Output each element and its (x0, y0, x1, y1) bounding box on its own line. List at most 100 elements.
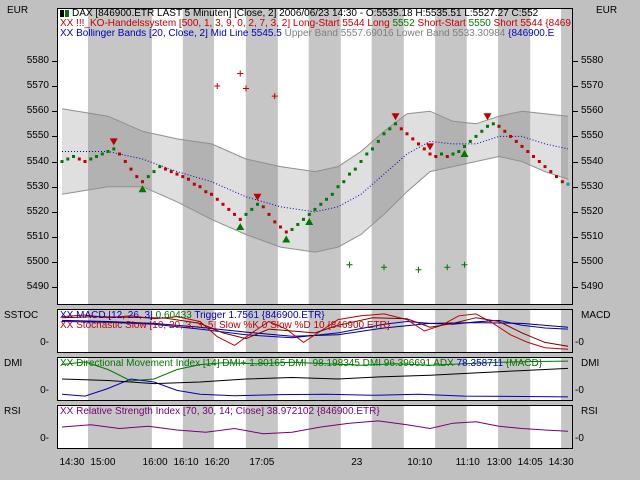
price-tick-label-left: 5580 (26, 55, 49, 66)
rsi-zero-tick-left: 0- (40, 433, 49, 444)
main-chart-canvas[interactable] (57, 8, 573, 305)
price-tick-label-right: 5580 (581, 55, 604, 66)
price-tick-label-left: 5520 (26, 206, 49, 217)
price-series-icon (60, 10, 69, 20)
time-axis-label: 16:00 (142, 457, 168, 468)
rsi-panel-label-left: RSI (4, 406, 21, 417)
rsi-panel-label-right: RSI (581, 406, 598, 417)
price-tick-label-left: 5490 (26, 281, 49, 292)
price-tick-mark-left (52, 287, 57, 288)
price-tick-mark-right (573, 162, 578, 163)
price-tick-label-left: 5500 (26, 256, 49, 267)
price-tick-label-left: 5530 (26, 181, 49, 192)
header-text-segment: {846900.E (545, 19, 571, 29)
price-tick-label-right: 5550 (581, 130, 604, 141)
time-axis-label: 17:05 (249, 457, 275, 468)
price-tick-mark-right (573, 212, 578, 213)
price-tick-mark-right (573, 237, 578, 238)
time-axis-label: 13:00 (486, 457, 512, 468)
rsi-zero-tick-right: -0 (575, 433, 584, 444)
time-axis-label: 16:20 (204, 457, 230, 468)
price-tick-label-left: 5570 (26, 80, 49, 91)
price-header-line: DAX [846900.ETR LAST 5 Minuten] [Close, … (60, 9, 538, 20)
price-tick-mark-left (52, 237, 57, 238)
price-tick-mark-left (52, 61, 57, 62)
header-text-segment: 78.358711 (456, 359, 504, 369)
price-tick-mark-right (573, 111, 578, 112)
price-tick-label-left: 5510 (26, 231, 49, 242)
dmi-header-line: XX Directional Movement Index [14] DMI+ … (60, 359, 542, 369)
header-text-segment: XX Directional Movement Index [14] DMI+ … (60, 359, 457, 369)
header-text-segment: XX !!!_KO-Handelssystem [500, 1, 3, 9, 0… (60, 19, 343, 29)
time-axis-label: 11:10 (455, 457, 480, 468)
price-tick-label-right: 5520 (581, 206, 604, 217)
price-tick-label-right: 5530 (581, 181, 604, 192)
dmi-panel-label-left: DMI (4, 358, 23, 369)
price-tick-mark-right (573, 187, 578, 188)
time-axis-label: 16:10 (173, 457, 199, 468)
dmi-zero-tick-right: -0 (575, 385, 584, 396)
price-tick-label-left: 5540 (26, 156, 49, 167)
sstoc-panel-label: SSTOC (4, 310, 39, 321)
price-tick-label-right: 5560 (581, 105, 604, 116)
dmi-panel-label-right: DMI (581, 358, 600, 369)
price-tick-label-left: 5550 (26, 130, 49, 141)
header-text-segment: XX Bollinger Bands [20, Close, 2] Mid Li… (60, 29, 285, 39)
sstoc-zero-tick-right: -0 (575, 337, 584, 348)
price-tick-mark-left (52, 162, 57, 163)
time-axis-label: 14:05 (517, 457, 543, 468)
header-text-segment: Short (490, 19, 521, 29)
price-tick-mark-right (573, 86, 578, 87)
macd-header-line: XX MACD [12, 26, 3] 0.60433 Trigger 1.75… (60, 311, 325, 321)
header-text-segment: 5552 (392, 19, 415, 29)
time-axis-label: 14:30 (548, 457, 574, 468)
header-text-segment: 5550 (468, 19, 491, 29)
header-text-segment: 0.60433 (155, 311, 192, 321)
bollinger-header-line: XX Bollinger Bands [20, Close, 2] Mid Li… (60, 29, 554, 39)
price-tick-mark-right (573, 61, 578, 62)
price-tick-mark-left (52, 86, 57, 87)
time-axis-label: 10:10 (407, 457, 433, 468)
header-text-segment: {846900.E (508, 29, 555, 39)
left-axis-unit-label: EUR (7, 5, 29, 16)
price-tick-label-right: 5540 (581, 156, 604, 167)
price-tick-mark-left (52, 136, 57, 137)
dmi-zero-tick-left: 0- (40, 385, 49, 396)
sstoc-chart-canvas[interactable] (57, 309, 573, 353)
price-tick-label-right: 5570 (581, 80, 604, 91)
price-tick-label-right: 5500 (581, 256, 604, 267)
header-text-segment: DAX [846900.ETR LAST 5 Minuten] [Close, … (72, 9, 539, 19)
price-tick-label-left: 5560 (26, 105, 49, 116)
price-tick-mark-left (52, 262, 57, 263)
header-text-segment: Long (364, 19, 393, 29)
sstoc-zero-tick-left: 0- (40, 337, 49, 348)
header-text-segment: Short-Start (414, 19, 469, 29)
stochastic-header-line: XX Stochastic Slow [10, 20, 3, 3, 5] Slo… (60, 321, 390, 331)
right-axis-unit-label: EUR (596, 5, 618, 16)
price-tick-mark-left (52, 212, 57, 213)
header-text-segment: Upper Band 5557.69016 Lower Band 5533.30… (284, 29, 509, 39)
system-header-line: XX !!!_KO-Handelssystem [500, 1, 3, 9, 0… (60, 19, 571, 29)
price-tick-mark-left (52, 111, 57, 112)
macd-panel-label: MACD (581, 310, 611, 321)
price-tick-mark-right (573, 287, 578, 288)
header-text-segment: 5544 (520, 19, 543, 29)
rsi-chart-canvas[interactable] (57, 405, 573, 449)
dmi-chart-canvas[interactable] (57, 357, 573, 401)
price-tick-label-right: 5490 (581, 281, 604, 292)
time-axis-label: 15:00 (90, 457, 116, 468)
time-axis-label: 14:30 (59, 457, 85, 468)
header-text-segment: {MACD} (503, 359, 543, 369)
price-tick-mark-left (52, 187, 57, 188)
time-axis-label: 23 (351, 457, 363, 468)
price-tick-mark-right (573, 262, 578, 263)
header-text-segment: XX Relative Strength Index [70, 30, 14; … (60, 407, 380, 417)
header-text-segment: XX Stochastic Slow [10, 20, 3, 3, 5] Slo… (60, 321, 391, 331)
header-text-segment: XX MACD [12, 26, 3] (60, 311, 156, 321)
price-tick-label-right: 5510 (581, 231, 604, 242)
rsi-header-line: XX Relative Strength Index [70, 30, 14; … (60, 407, 380, 417)
price-tick-mark-right (573, 136, 578, 137)
header-text-segment: 5544 (342, 19, 365, 29)
header-text-segment: Trigger 1.7561 {846900.ETR} (191, 311, 325, 321)
